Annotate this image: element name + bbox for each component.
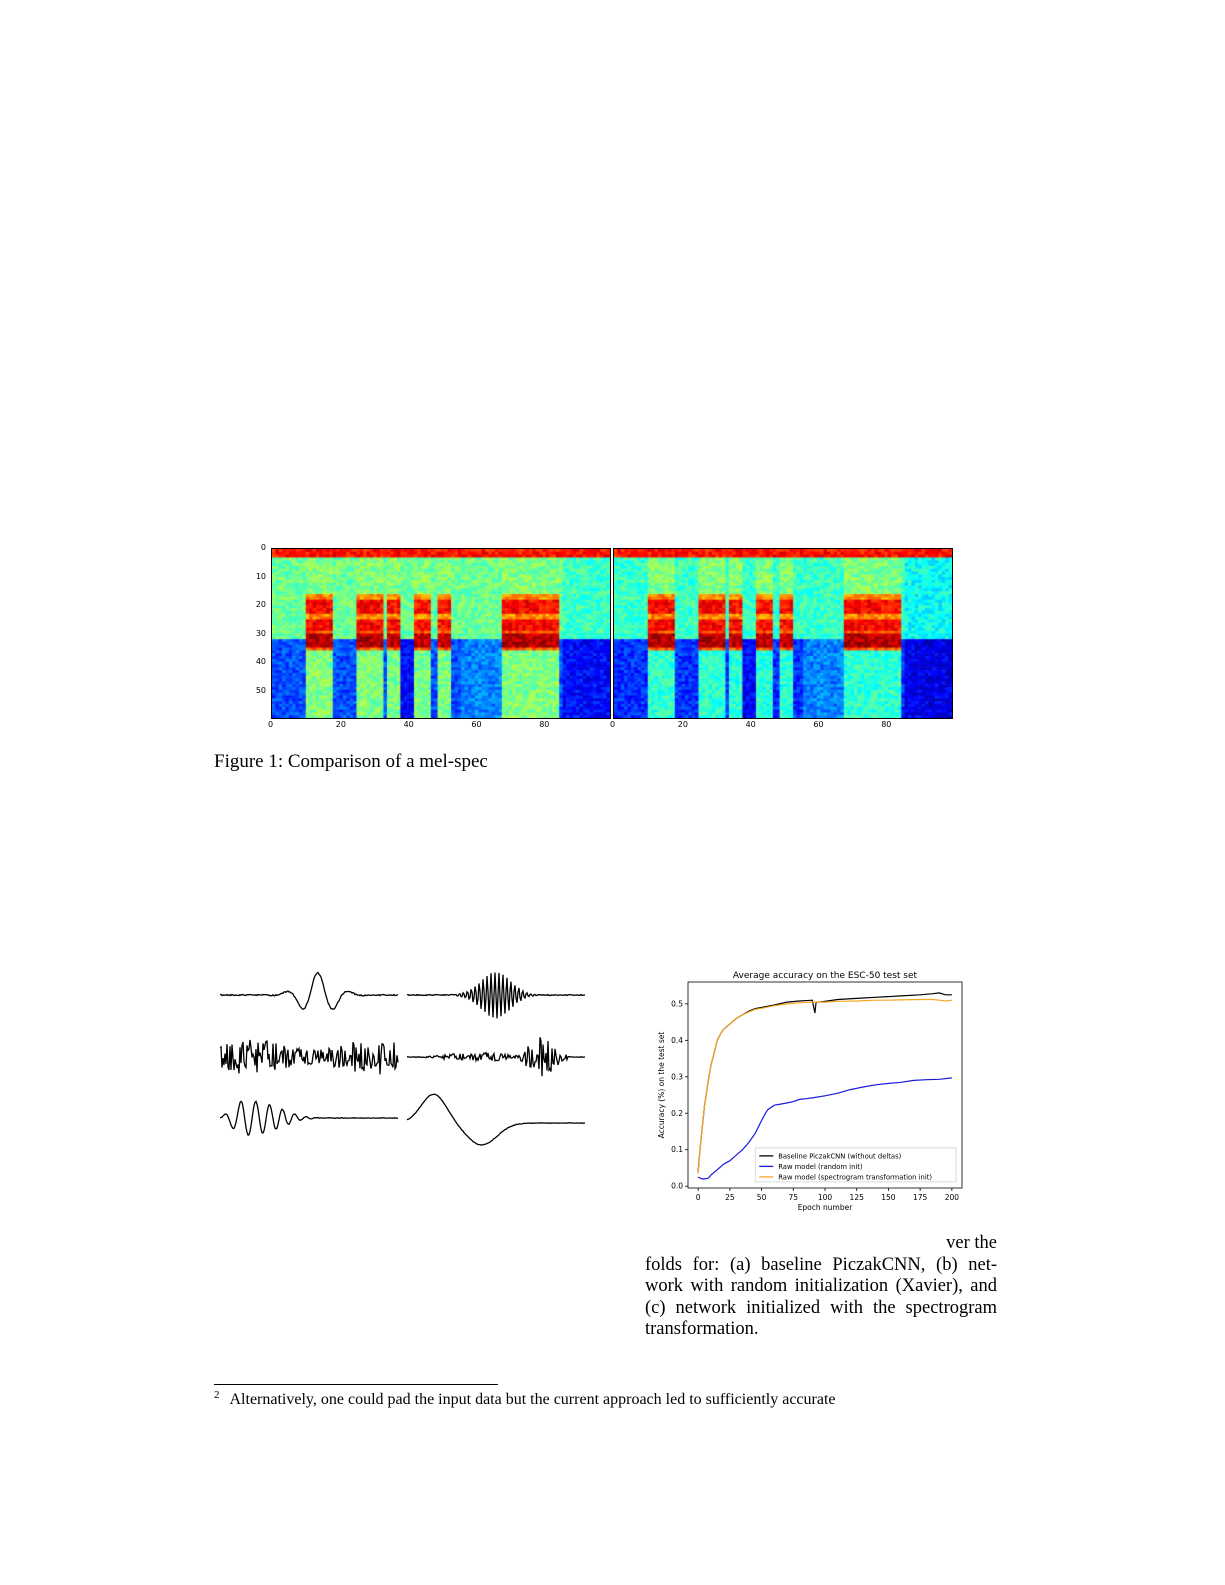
spectrogram-x-tick-right: 80 — [881, 720, 892, 729]
spectrogram-x-tick-left: 20 — [335, 720, 346, 729]
accuracy-chart: Average accuracy on the ESC-50 test set E… — [657, 971, 963, 1212]
waveform-slow-wave — [406, 1093, 586, 1146]
legend-entry: Raw model (random init) — [778, 1163, 863, 1171]
figure-2-caption: ver the folds for: (a) baseline PiczakCN… — [645, 1233, 997, 1341]
x-tick-label: 125 — [850, 1193, 865, 1202]
footnote-text: Alternatively, one could pad the input d… — [229, 1391, 836, 1409]
spectrogram-x-tick-right: 0 — [610, 720, 616, 729]
figure-1-caption: Figure 1: Comparison of a mel-spec — [214, 751, 488, 772]
caption-line: transformation. — [645, 1319, 759, 1339]
spectrogram-y-tick: 40 — [255, 657, 266, 666]
y-tick-label: 0.4 — [671, 1036, 683, 1045]
chart-title: Average accuracy on the ESC-50 test set — [733, 971, 918, 981]
spectrogram-x-tick-left: 80 — [539, 720, 550, 729]
x-tick-label: 75 — [789, 1193, 799, 1202]
waveform-gabor-high — [407, 972, 586, 1019]
spectrogram-x-tick-left: 40 — [403, 720, 414, 729]
footnote-rule — [214, 1384, 498, 1385]
spectrogram-x-tick-left: 0 — [268, 720, 274, 729]
series-line-2 — [697, 998, 952, 1174]
mel-spectrogram-right — [613, 548, 953, 719]
y-tick-label: 0.5 — [671, 999, 683, 1008]
x-tick-label: 0 — [696, 1193, 701, 1202]
x-tick-label: 175 — [913, 1193, 928, 1202]
waveform-noise — [219, 1039, 399, 1075]
caption-line: ver the — [946, 1233, 997, 1253]
x-tick-label: 50 — [757, 1193, 767, 1202]
x-tick-label: 150 — [881, 1193, 896, 1202]
x-tick-label: 200 — [945, 1193, 960, 1202]
series-line-1 — [697, 1077, 952, 1180]
y-tick-label: 0.2 — [671, 1109, 683, 1118]
footnote-marker: 2 — [214, 1389, 220, 1401]
waveform-chirp — [219, 1100, 399, 1136]
footnote: 2 Alternatively, one could pad the input… — [214, 1389, 974, 1409]
spectrogram-y-tick: 10 — [255, 571, 266, 581]
caption-line: work with random initialization (Xavier)… — [645, 1276, 997, 1296]
spectrogram-x-tick-left: 60 — [471, 720, 482, 729]
y-tick-label: 0.3 — [671, 1072, 683, 1081]
legend-box — [754, 1147, 957, 1183]
caption-line: folds for: (a) baseline PiczakCNN, (b) n… — [645, 1254, 997, 1275]
legend-entry: Raw model (spectrogram transformation in… — [778, 1173, 932, 1181]
x-axis-label: Epoch number — [798, 1203, 854, 1212]
y-tick-label: 0.0 — [671, 1182, 683, 1191]
y-tick-label: 0.1 — [671, 1145, 683, 1154]
caption-line: (c) network initialized with the spectro… — [645, 1297, 997, 1318]
spectrogram-x-tick-right: 60 — [813, 720, 824, 729]
waveform-bursts — [407, 1037, 586, 1077]
legend-entry: Baseline PiczakCNN (without deltas) — [778, 1152, 901, 1160]
spectrogram-y-tick: 0 — [260, 543, 266, 552]
series-line-0 — [697, 992, 952, 1172]
waveform-figure — [219, 971, 586, 1146]
spectrogram-x-tick-right: 40 — [745, 720, 756, 729]
spectrogram-y-tick: 50 — [255, 685, 266, 695]
spectrogram-y-tick: 30 — [255, 628, 266, 638]
x-tick-label: 100 — [818, 1193, 833, 1202]
waveform-gabor-low — [220, 971, 399, 1011]
mel-spectrogram-left — [271, 548, 611, 719]
y-axis-label: Accuracy (%) on the test set — [657, 1032, 666, 1139]
spectrogram-x-tick-right: 20 — [677, 720, 688, 729]
spectrogram-y-tick: 20 — [255, 600, 266, 609]
x-tick-label: 25 — [725, 1193, 735, 1202]
